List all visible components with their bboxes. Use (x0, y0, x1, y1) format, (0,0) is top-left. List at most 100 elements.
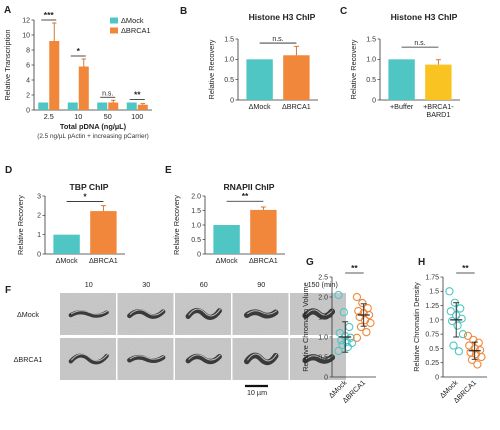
chromatin-halo (71, 310, 109, 315)
y-tick-label: 0.5 (366, 77, 376, 84)
panel-letter: A (4, 5, 11, 16)
panel-h-chromatin-density-chart: H 0 0.25 0.5 0.75 1.0 1.25 1.5 1.75 Relative Chro… (412, 257, 487, 405)
significance-label: n.s. (414, 40, 425, 47)
data-point (454, 347, 464, 356)
panel-title: Histone H3 ChIP (391, 12, 458, 22)
panel-e-rnapii-chip-chart: E RNAPII ChIP 0 0.5 1.0 1.5 2.0 Relative Recove… (165, 165, 285, 265)
x-axis-note: (2.5 ng/µL pActin + increasing pCarrier) (37, 133, 149, 140)
bar (283, 55, 310, 100)
data-point (477, 352, 486, 362)
chromatin-shape (68, 310, 109, 318)
data-point (345, 322, 354, 332)
data-point (458, 329, 468, 339)
bar (97, 102, 108, 110)
time-label: 60 (200, 280, 208, 289)
y-tick-label: 1.5 (366, 36, 376, 43)
x-category-label: 10 (74, 112, 82, 121)
chromatin-shape (185, 353, 222, 365)
y-tick-label: 1.0 (224, 57, 234, 64)
data-point (343, 342, 353, 352)
panel-letter: D (5, 165, 12, 176)
x-category-label: ΔBRCA1 (249, 256, 278, 265)
y-tick-label: 0.75 (425, 332, 439, 339)
y-tick-label: 1.75 (425, 274, 439, 281)
y-tick-label: 1.0 (429, 317, 439, 324)
panel-c-histone-h3-chip-chart: C Histone H3 ChIP 0 0.5 1.0 1.5 Relative Recov… (340, 6, 460, 119)
bar (49, 41, 60, 110)
chromatin-halo (188, 308, 221, 317)
y-tick-label: 0 (324, 374, 328, 381)
x-category-label: 50 (104, 112, 112, 121)
y-tick-label: 3 (37, 193, 41, 200)
time-label: 150 (min) (308, 280, 338, 289)
bar (250, 209, 277, 254)
data-point (339, 308, 348, 317)
data-point (338, 340, 347, 350)
y-axis-title: Relative Recovery (16, 195, 25, 255)
y-tick-label: 1.0 (191, 222, 201, 229)
y-tick-label: 2.0 (191, 193, 201, 200)
y-axis-title: Relative Transcription (3, 29, 12, 100)
data-point (453, 321, 462, 330)
y-tick-label: 2.5 (318, 274, 328, 281)
chromatin-halo (71, 353, 109, 362)
chromatin-shape (127, 309, 166, 319)
significance-label: * (83, 191, 87, 201)
bar (53, 234, 80, 254)
legend-swatch (110, 27, 118, 34)
significance-label: ** (351, 263, 358, 273)
time-label: 10 (85, 280, 93, 289)
y-axis-title: Relative Recovery (207, 39, 216, 99)
significance-label: *** (44, 10, 55, 20)
y-tick-label: 1 (37, 232, 41, 239)
y-tick-label: 1.5 (318, 314, 328, 321)
y-tick-label: 0.5 (429, 346, 439, 353)
x-category-label: ΔBRCA1 (282, 102, 311, 111)
x-category-label: +BRCA1- (423, 102, 454, 111)
x-category-label: BARD1 (426, 110, 450, 119)
x-category-label: ΔMock (249, 102, 271, 111)
chromatin-halo (305, 309, 334, 316)
panel-f-micrographs: F 10 30 60 90 150 (min) ΔMock ΔBRCA1 10 µm (5, 280, 346, 397)
panel-d-tbp-chip-chart: D TBP ChIP 0 1 2 3 Relative Recovery ΔMock ΔBRCA… (5, 165, 125, 265)
y-axis-title: Relative Chromatin Volume (301, 282, 310, 372)
y-axis-title: Relative Chromatin Density (412, 282, 421, 372)
data-point (334, 290, 343, 300)
y-tick-label: 12 (22, 17, 30, 24)
data-point (463, 331, 473, 341)
data-point (473, 360, 482, 369)
data-point (449, 341, 458, 350)
data-point (366, 318, 375, 328)
y-tick-label: 2.0 (318, 294, 328, 301)
y-tick-label: 1.5 (224, 36, 234, 43)
y-tick-label: 1.0 (318, 334, 328, 341)
y-tick-label: 0.5 (191, 237, 201, 244)
y-tick-label: 0 (26, 107, 30, 114)
data-point (352, 333, 362, 342)
bar (137, 104, 148, 110)
y-tick-label: 0 (37, 251, 41, 258)
panel-letter: F (5, 285, 11, 296)
bar (67, 102, 78, 110)
chromatin-halo (247, 353, 277, 362)
panel-b-histone-h3-chip-chart: B Histone H3 ChIP 0 0.5 1.0 1.5 Relative Recov… (180, 6, 318, 111)
bar (108, 102, 119, 110)
y-axis-title: Relative Recovery (349, 39, 358, 99)
chromatin-shape (244, 309, 279, 319)
chromatin-halo (247, 310, 277, 315)
y-tick-label: 1.0 (366, 57, 376, 64)
y-tick-label: 0 (435, 374, 439, 381)
panel-title: Histone H3 ChIP (249, 12, 316, 22)
panel-letter: C (340, 6, 347, 17)
significance-label: ** (134, 90, 141, 100)
row-label: ΔBRCA1 (14, 355, 43, 364)
y-axis-title: Relative Recovery (172, 195, 181, 255)
bar (126, 102, 137, 110)
x-axis-title: Total pDNA (ng/µL) (60, 122, 127, 131)
panel-title: RNAPII ChIP (223, 182, 274, 192)
x-category-label: +Buffer (390, 102, 414, 111)
data-point (456, 304, 465, 313)
bar (425, 64, 452, 100)
